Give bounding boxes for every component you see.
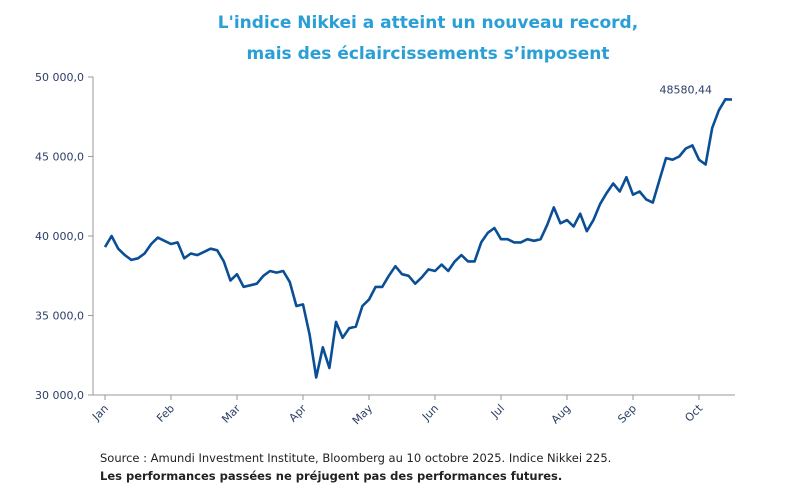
y-tick-label: 45 000,0 [35,151,84,164]
line-series [103,98,733,379]
chart-title: L'indice Nikkei a atteint un nouveau rec… [218,13,638,33]
source-note: Source : Amundi Investment Institute, Bl… [100,451,611,465]
x-tick-label: Oct [682,401,705,424]
x-tick-label: Feb [154,402,177,425]
y-tick-label: 35 000,0 [35,310,84,323]
y-tick-label: 50 000,0 [35,71,84,84]
x-tick-label: Aug [549,402,573,426]
x-tick-label: Mar [219,402,243,426]
disclaimer: Les performances passées ne préjugent pa… [100,469,562,483]
x-tick-label: Apr [286,402,309,425]
chart-title: mais des éclaircissements s’imposent [247,44,610,64]
y-tick-label: 40 000,0 [35,230,84,243]
x-tick-label: May [350,402,376,428]
y-tick-label: 30 000,0 [35,389,84,402]
x-tick-label: Jan [89,402,111,424]
value-label: 48580,44 [660,84,713,97]
x-tick-label: Jul [488,402,507,421]
x-tick-label: Sep [615,402,639,426]
x-tick-label: Jun [419,402,441,424]
